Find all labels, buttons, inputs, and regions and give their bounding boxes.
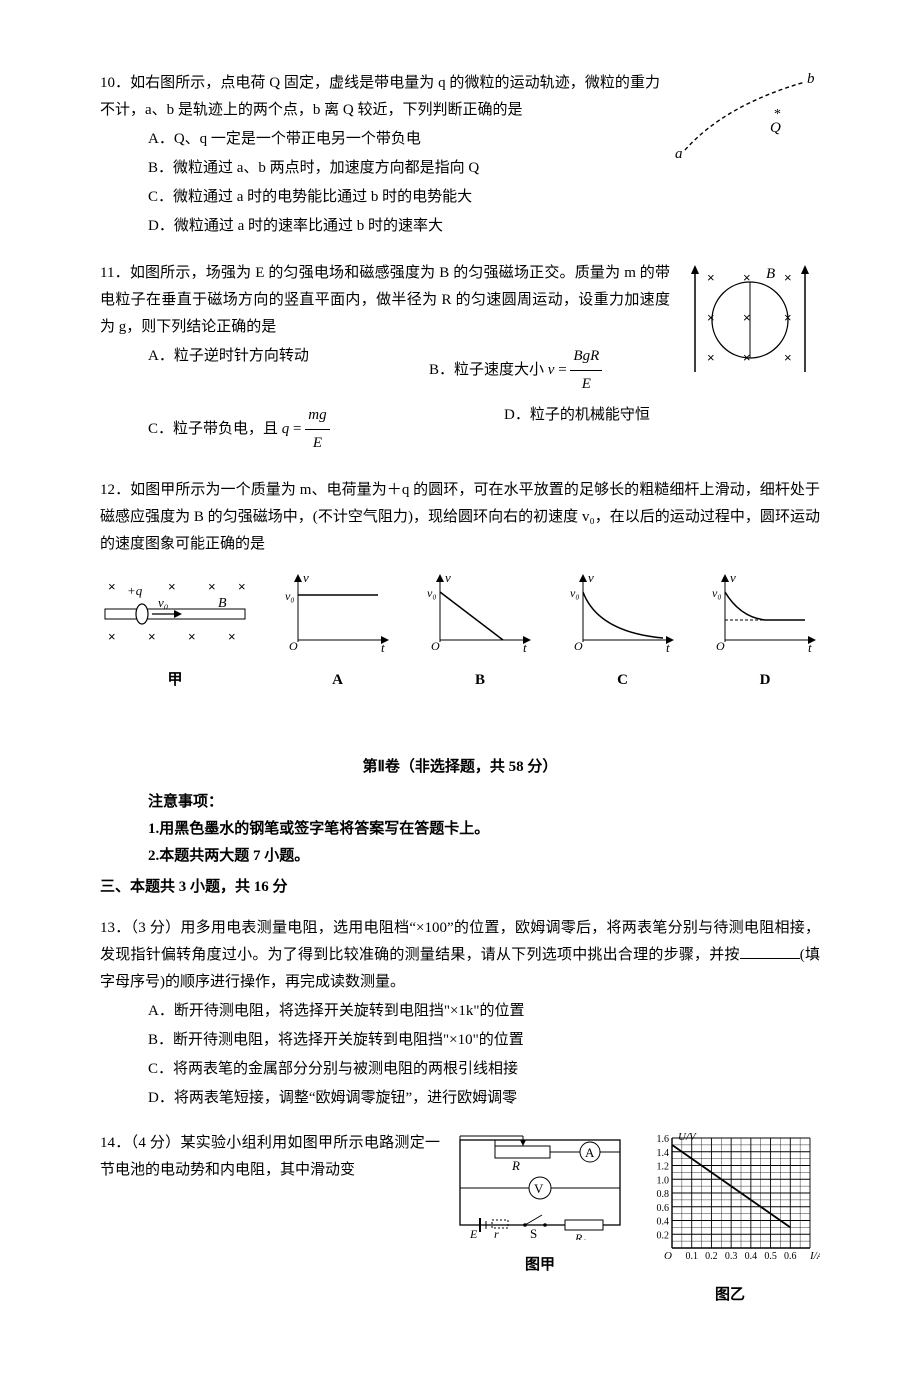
svg-text:0.6: 0.6	[657, 1203, 670, 1214]
svg-text:t: t	[381, 640, 385, 655]
q13-opt-d: D．将两表笔短接，调整“欧姆调零旋钮”，进行欧姆调零	[148, 1085, 820, 1112]
svg-text:O: O	[664, 1250, 672, 1262]
q13-opt-a: A．断开待测电阻，将选择开关旋转到电阻挡"×1k"的位置	[148, 998, 820, 1025]
q11-opt-d: D．粒子的机械能守恒	[504, 402, 820, 457]
q13-opt-c: C．将两表笔的金属部分分别与被测电阻的两根引线相接	[148, 1056, 820, 1083]
svg-text:×: ×	[784, 270, 792, 285]
svg-text:+q: +q	[127, 583, 143, 598]
svg-text:A: A	[585, 1145, 595, 1160]
question-12: 12．如图甲所示为一个质量为 m、电荷量为＋q 的圆环，可在水平放置的足够长的粗…	[100, 477, 820, 694]
svg-text:×: ×	[108, 579, 116, 594]
svg-text:0.2: 0.2	[657, 1230, 670, 1241]
q13-options: A．断开待测电阻，将选择开关旋转到电阻挡"×1k"的位置 B．断开待测电阻，将选…	[100, 998, 820, 1112]
svg-text:0.1: 0.1	[685, 1251, 698, 1262]
svg-text:r: r	[494, 1227, 499, 1240]
question-13: 13．（3 分）用多用电表测量电阻，选用电阻档“×100”的位置，欧姆调零后，将…	[100, 915, 820, 1112]
q12-graph-b: v₀ v t O B	[425, 570, 535, 694]
svg-text:R: R	[511, 1158, 520, 1173]
q14-circuit: R A V E r S R₀	[450, 1130, 630, 1279]
svg-text:O: O	[289, 639, 298, 653]
svg-text:×: ×	[228, 629, 236, 644]
question-11: ××× ××× ××× B 11．如图所示，场强为 E 的匀强电场和磁感强度为 …	[100, 260, 820, 459]
svg-text:t: t	[523, 640, 527, 655]
notice-head: 注意事项：	[100, 789, 820, 816]
svg-text:v: v	[730, 570, 736, 585]
svg-text:v₀: v₀	[570, 586, 580, 600]
svg-text:O: O	[574, 639, 583, 653]
svg-text:×: ×	[238, 579, 246, 594]
q10-label-a: a	[675, 146, 683, 162]
notice-2: 2.本题共两大题 7 小题。	[100, 843, 820, 870]
q11-opt-a: A．粒子逆时针方向转动	[148, 343, 389, 398]
q13-opt-b: B．断开待测电阻，将选择开关旋转到电阻挡"×10"的位置	[148, 1027, 820, 1054]
question-10: a b * Q 10．如右图所示，点电荷 Q 固定，虚线是带电量为 q 的微粒的…	[100, 70, 820, 242]
svg-text:1.0: 1.0	[657, 1175, 670, 1186]
svg-text:×: ×	[784, 350, 792, 365]
q12-graph-a: v₀ v t O A	[283, 570, 393, 694]
svg-text:×: ×	[707, 270, 715, 285]
part3-head: 三、本题共 3 小题，共 16 分	[100, 874, 820, 901]
q10-figure: a b * Q	[670, 70, 820, 165]
svg-text:×: ×	[707, 350, 715, 365]
q10-opt-c: C．微粒通过 a 时的电势能比通过 b 时的电势能大	[148, 184, 820, 211]
svg-text:×: ×	[168, 579, 176, 594]
q10-label-b: b	[807, 71, 815, 87]
q14-stem: 14．（4 分）某实验小组利用如图甲所示电路测定一节电池的电动势和内电阻，其中滑…	[100, 1130, 440, 1184]
svg-text:v: v	[588, 570, 594, 585]
svg-text:0.3: 0.3	[725, 1251, 738, 1262]
svg-text:1.6: 1.6	[657, 1134, 670, 1145]
q12-graph-c: v₀ v t O C	[568, 570, 678, 694]
svg-text:I/A: I/A	[809, 1250, 820, 1262]
q10-opt-d: D．微粒通过 a 时的速率比通过 b 时的速率大	[148, 213, 820, 240]
svg-text:V: V	[534, 1181, 544, 1196]
q11-opt-b: B．粒子速度大小 v = BgRE	[429, 343, 670, 398]
svg-text:S: S	[530, 1226, 537, 1240]
svg-text:0.5: 0.5	[764, 1251, 777, 1262]
svg-text:v₀: v₀	[285, 589, 295, 603]
q13-stem: 13．（3 分）用多用电表测量电阻，选用电阻档“×100”的位置，欧姆调零后，将…	[100, 915, 820, 996]
svg-text:O: O	[431, 639, 440, 653]
notice-1: 1.用黑色墨水的钢笔或签字笔将答案写在答题卡上。	[100, 816, 820, 843]
q12-setup: ×××× ×××× +q v₀ B 甲	[100, 575, 250, 694]
svg-text:1.4: 1.4	[657, 1148, 670, 1159]
svg-text:×: ×	[108, 629, 116, 644]
svg-text:O: O	[716, 639, 725, 653]
svg-text:0.4: 0.4	[745, 1251, 758, 1262]
question-14: 14．（4 分）某实验小组利用如图甲所示电路测定一节电池的电动势和内电阻，其中滑…	[100, 1130, 820, 1309]
section-2-title: 第Ⅱ卷（非选择题，共 58 分）	[100, 754, 820, 781]
q14-chart: 0.2 0.4 0.6 0.8 1.0 1.2 1.4 1.6 0.1 0.2 0.3 0.4 0.5 0…	[640, 1130, 820, 1309]
svg-text:E: E	[469, 1227, 478, 1240]
svg-text:U/V: U/V	[678, 1131, 697, 1143]
svg-text:×: ×	[148, 629, 156, 644]
svg-text:0.6: 0.6	[784, 1251, 797, 1262]
svg-text:v₀: v₀	[158, 595, 168, 610]
q11-label-B: B	[766, 266, 775, 282]
svg-text:0.2: 0.2	[705, 1251, 718, 1262]
svg-text:B: B	[218, 596, 227, 611]
q12-graph-d: v₀ v t O D	[710, 570, 820, 694]
svg-text:0.8: 0.8	[657, 1189, 670, 1200]
svg-text:×: ×	[743, 310, 751, 325]
svg-text:v₀: v₀	[712, 586, 722, 600]
q12-stem: 12．如图甲所示为一个质量为 m、电荷量为＋q 的圆环，可在水平放置的足够长的粗…	[100, 477, 820, 558]
q13-blank	[740, 943, 800, 959]
svg-text:t: t	[808, 640, 812, 655]
svg-text:1.2: 1.2	[657, 1162, 670, 1173]
svg-text:×: ×	[188, 629, 196, 644]
q11-opt-c: C．粒子带负电，且 q = mgE	[148, 402, 464, 457]
svg-text:0.4: 0.4	[657, 1217, 670, 1228]
q12-graphs: ×××× ×××× +q v₀ B 甲 v₀ v t	[100, 570, 820, 694]
svg-text:v₀: v₀	[427, 586, 437, 600]
svg-text:v: v	[445, 570, 451, 585]
q10-label-Q: Q	[770, 120, 781, 136]
svg-text:t: t	[666, 640, 670, 655]
svg-text:×: ×	[208, 579, 216, 594]
svg-text:v: v	[303, 570, 309, 585]
svg-text:R₀: R₀	[574, 1231, 587, 1240]
q11-figure: ××× ××× ××× B	[680, 260, 820, 380]
